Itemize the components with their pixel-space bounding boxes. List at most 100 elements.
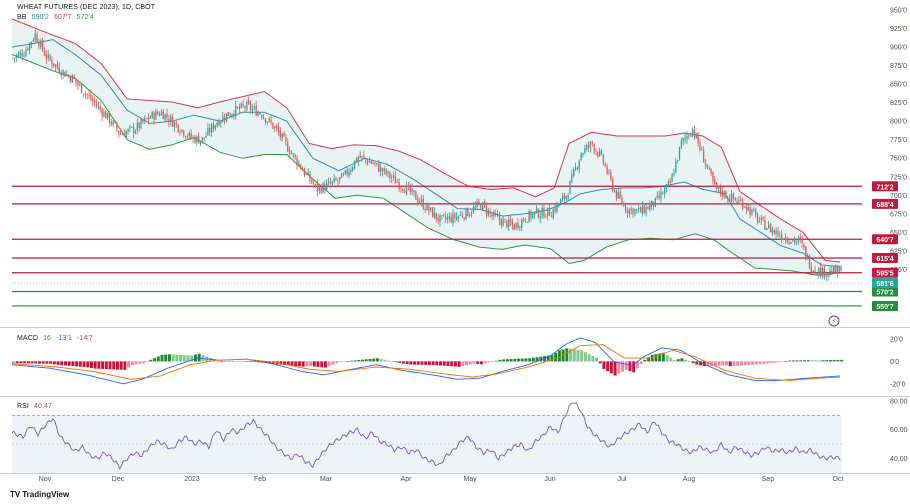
- macd-histogram-bar: [754, 361, 758, 365]
- candle-body: [621, 197, 623, 205]
- candle-body: [714, 179, 716, 185]
- price-axis-tick: 625'0: [890, 248, 907, 255]
- price-axis-tick: 850'0: [890, 82, 907, 89]
- candle-body: [456, 216, 458, 220]
- candle-body: [82, 93, 85, 95]
- candle-body: [504, 218, 506, 220]
- candle-body: [259, 112, 261, 115]
- candle-body: [324, 183, 326, 191]
- candle-body: [684, 137, 686, 139]
- candle-body: [769, 223, 772, 233]
- macd-histogram-bar: [141, 361, 145, 364]
- macd-histogram-bar: [431, 361, 435, 366]
- candle-body: [686, 136, 688, 140]
- macd-histogram-bar: [476, 361, 480, 364]
- macd-histogram-bar: [788, 360, 792, 362]
- candle-body: [73, 76, 75, 80]
- candle-body: [90, 94, 92, 100]
- candle-body: [645, 206, 647, 214]
- candle-body: [665, 184, 668, 189]
- macd-histogram-bar: [349, 360, 353, 362]
- candle-body: [717, 186, 720, 189]
- candle-body: [589, 141, 592, 148]
- macd-histogram-bar: [153, 358, 157, 362]
- macd-histogram-bar: [138, 361, 142, 364]
- macd-histogram-bar: [650, 354, 654, 362]
- candle-body: [407, 185, 410, 187]
- candle-body: [463, 217, 465, 219]
- macd-histogram-bar: [762, 361, 766, 364]
- candle-body: [428, 205, 430, 211]
- candle-body: [110, 121, 112, 125]
- candle-body: [738, 200, 740, 202]
- bb-mid-value: 590'2: [31, 14, 50, 21]
- candle-body: [612, 179, 614, 191]
- macd-histogram-bar: [528, 358, 532, 362]
- macd-histogram-bar: [383, 359, 387, 362]
- macd-histogram-bar: [817, 360, 821, 362]
- macd-histogram-bar: [242, 361, 246, 362]
- macd-histogram-bar: [52, 361, 56, 365]
- candle-body: [615, 190, 618, 199]
- candle-body: [119, 133, 122, 135]
- macd-histogram-bar: [115, 361, 119, 370]
- level-label-bg: [872, 286, 898, 297]
- candle-body: [233, 113, 235, 116]
- macd-histogram-bar: [621, 361, 625, 372]
- candle-body: [79, 84, 81, 86]
- macd-axis-tick: 20'0: [890, 336, 903, 343]
- macd-histogram-bar: [219, 361, 223, 362]
- price-axis-tick: 725'0: [890, 174, 907, 181]
- candle-body: [805, 246, 807, 259]
- candle-body: [443, 214, 445, 216]
- candle-body: [60, 73, 62, 76]
- macd-histogram-bar: [654, 354, 658, 362]
- candle-body: [19, 52, 22, 55]
- bb-legend: BB 590'2 607'7 572'4: [17, 14, 97, 21]
- macd-histogram-bar: [71, 361, 75, 367]
- candle-body: [138, 122, 140, 128]
- candle-body: [430, 207, 432, 211]
- candle-body: [606, 166, 608, 174]
- rsi-axis-tick: 40.00: [890, 456, 908, 463]
- candle-body: [413, 190, 415, 192]
- candle-body: [62, 70, 64, 75]
- macd-label: MACD: [17, 335, 39, 342]
- candle-body: [387, 171, 389, 174]
- candle-body: [285, 137, 287, 142]
- candle-body: [745, 205, 748, 210]
- macd-histogram-bar: [517, 358, 521, 362]
- macd-histogram-bar: [554, 352, 558, 362]
- level-label: 595'5: [876, 271, 893, 278]
- level-label: 615'4: [876, 256, 893, 263]
- candle-body: [755, 209, 757, 215]
- macd-histogram-bar: [394, 361, 398, 363]
- price-axis-tick: 600'0: [890, 267, 907, 274]
- macd-histogram-bar: [531, 357, 535, 362]
- candle-body: [632, 208, 634, 215]
- candle-body: [385, 169, 387, 175]
- candle-body: [819, 267, 822, 277]
- macd-histogram-bar: [420, 361, 424, 365]
- candle-body: [14, 57, 16, 59]
- macd-histogram-bar: [15, 361, 19, 364]
- macd-histogram-bar: [60, 361, 64, 366]
- candle-body: [346, 169, 348, 175]
- candle-body: [12, 57, 14, 59]
- candle-body: [660, 192, 662, 199]
- candle-body: [552, 209, 554, 219]
- macd-histogram-bar: [494, 360, 498, 362]
- candle-body: [95, 104, 98, 106]
- candle-body: [547, 207, 549, 216]
- macd-histogram-bar: [409, 361, 413, 365]
- macd-histogram-bar: [647, 357, 651, 362]
- candle-body: [836, 266, 839, 274]
- macd-histogram-bar: [30, 361, 34, 364]
- candle-body: [511, 222, 514, 226]
- candle-body: [249, 103, 252, 110]
- macd-histogram-bar: [524, 358, 528, 362]
- tradingview-logo[interactable]: TV TradingView: [10, 490, 69, 499]
- candle-body: [329, 182, 332, 184]
- candle-body: [567, 195, 569, 198]
